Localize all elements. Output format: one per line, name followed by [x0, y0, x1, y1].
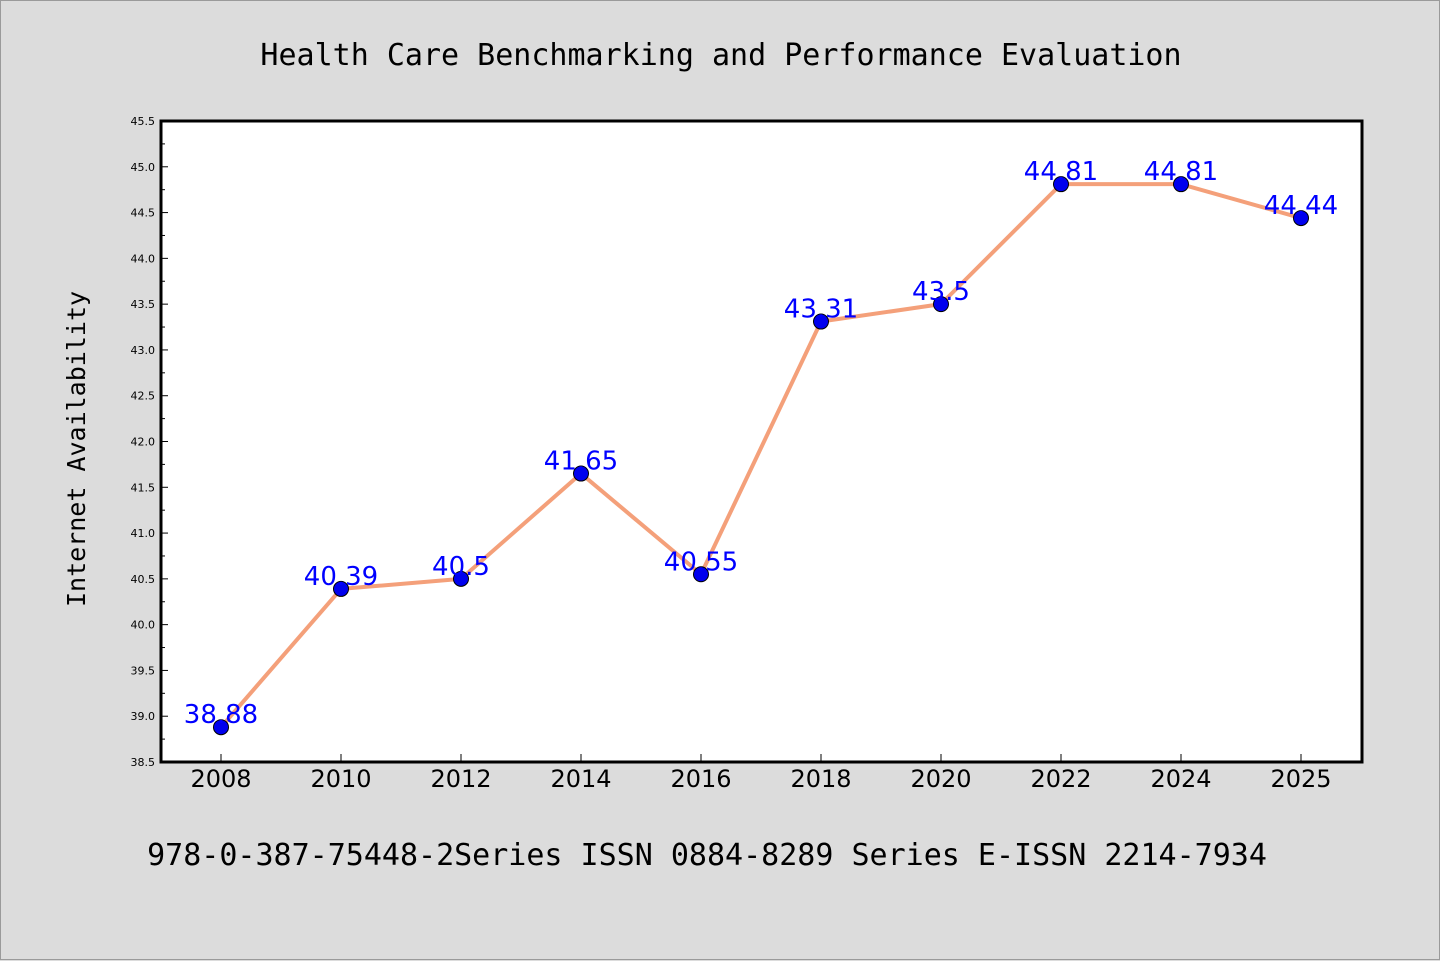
data-point-marker	[1173, 176, 1189, 193]
y-axis-label: Internet Availability	[62, 291, 91, 607]
series-line	[219, 182, 1303, 730]
y-tick-label: 44.0	[131, 252, 156, 265]
y-tick-label: 42.0	[131, 436, 156, 449]
chart-title: Health Care Benchmarking and Performance…	[260, 38, 1181, 73]
footer-isbn-text: 978-0-387-75448-2Series ISSN 0884-8289 S…	[147, 838, 1267, 873]
data-point-marker	[453, 570, 469, 587]
y-tick-label: 45.5	[131, 115, 156, 128]
y-axis: 38.5 39.0 39.5 40.0 40.5 41.0 41.5 42.0 42.5 43.0…	[131, 115, 168, 769]
y-tick-label: 40.0	[131, 619, 156, 632]
x-tick-label: 2010	[310, 765, 371, 793]
y-tick-label: 43.5	[131, 298, 156, 311]
y-tick-label: 43.0	[131, 344, 156, 357]
data-label: 43.31	[784, 295, 858, 325]
data-point-marker	[933, 296, 949, 313]
x-tick-label: 2016	[670, 765, 731, 793]
y-tick-label: 41.5	[131, 481, 156, 494]
x-tick-label: 2024	[1150, 765, 1211, 793]
data-label: 40.5	[432, 552, 490, 582]
x-tick-label: 2022	[1030, 765, 1091, 793]
y-tick-label: 45.0	[131, 161, 156, 174]
data-label: 44.44	[1264, 191, 1338, 221]
data-label: 40.55	[664, 547, 738, 577]
data-label: 40.39	[304, 562, 378, 592]
data-point-marker	[1293, 210, 1309, 227]
data-point-marker	[333, 580, 349, 597]
data-point-marker	[213, 719, 229, 736]
data-label: 44.81	[1024, 157, 1098, 187]
x-tick-label: 2025	[1270, 765, 1331, 793]
data-label: 43.5	[912, 277, 970, 307]
y-tick-label: 41.0	[131, 527, 156, 540]
x-tick-label: 2008	[190, 765, 251, 793]
data-point-marker	[1053, 176, 1069, 193]
data-point-marker	[813, 313, 829, 330]
y-tick-label: 44.5	[131, 207, 156, 220]
y-tick-label: 39.0	[131, 710, 156, 723]
y-tick-label: 40.5	[131, 573, 156, 586]
data-point-marker	[693, 566, 709, 583]
y-tick-label: 42.5	[131, 390, 156, 403]
plot-frame	[159, 119, 1364, 764]
data-label: 38.88	[184, 700, 258, 730]
y-tick-label: 39.5	[131, 664, 156, 677]
data-label: 44.81	[1144, 157, 1218, 187]
x-tick-label: 2012	[430, 765, 491, 793]
series-line-group: 38.88 40.39 40.5 41.65 40.55 43.31 43.5 44.81 44…	[184, 157, 1338, 736]
x-tick-label: 2018	[790, 765, 851, 793]
x-tick-label: 2020	[910, 765, 971, 793]
plot-area	[161, 121, 1362, 762]
y-tick-label: 38.5	[131, 756, 156, 769]
x-tick-label: 2014	[550, 765, 611, 793]
data-label: 41.65	[544, 447, 618, 477]
data-point-marker	[573, 465, 589, 482]
x-axis: 2008 2010 2012 2014 2016 2018 2020 2022 2024 2025	[190, 754, 1332, 793]
